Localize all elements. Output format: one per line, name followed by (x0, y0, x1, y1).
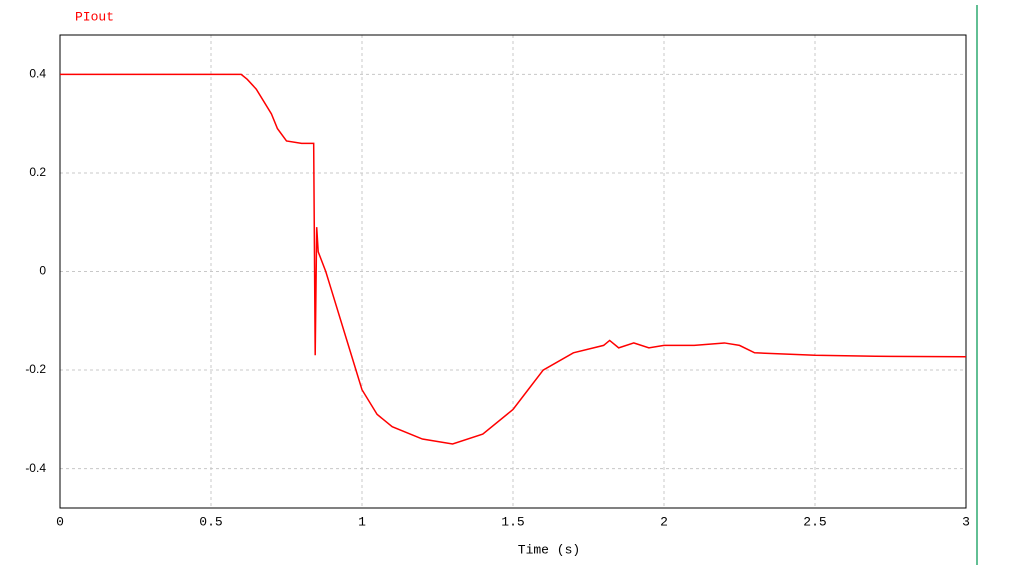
legend-label: PIout (75, 9, 114, 24)
y-tick-label: 0.2 (29, 165, 46, 179)
x-tick-label: 2 (660, 514, 668, 529)
x-tick-label: 1.5 (501, 514, 524, 529)
x-axis-label: Time (s) (518, 542, 580, 557)
y-tick-label: -0.2 (25, 362, 46, 376)
x-tick-label: 0 (56, 514, 64, 529)
y-tick-label: -0.4 (25, 461, 46, 475)
y-tick-label: 0.4 (29, 67, 46, 81)
plot-frame (59, 34, 967, 509)
series-line (60, 73, 967, 445)
x-tick-label: 3 (962, 514, 970, 529)
x-tick-label: 1 (358, 514, 366, 529)
x-tick-label: 0.5 (199, 514, 222, 529)
x-tick-label: 2.5 (803, 514, 826, 529)
y-tick-label: 0 (39, 264, 46, 278)
